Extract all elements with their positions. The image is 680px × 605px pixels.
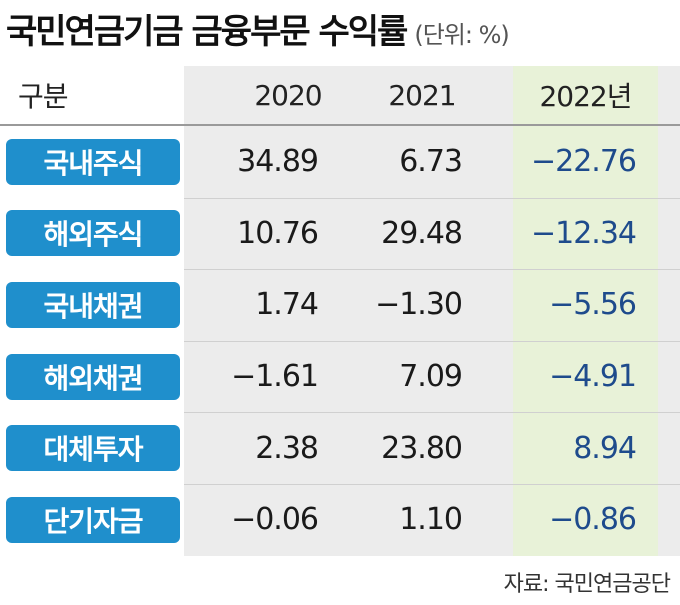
row-label: 국내주식 <box>6 138 180 185</box>
value-cell: 6.73 <box>399 144 463 180</box>
row-divider <box>184 269 680 271</box>
header-2020: 2020 <box>254 78 322 112</box>
value-cell: 1.74 <box>255 287 319 323</box>
source-note: 자료: 국민연금공단 <box>503 572 671 597</box>
title-row: 국민연금기금 금융부문 수익률 (단위: %) <box>6 4 510 54</box>
value-cell: 34.89 <box>237 144 319 180</box>
value-cell: −1.61 <box>231 359 319 395</box>
header-divider <box>0 124 680 126</box>
row-label: 단기자금 <box>6 496 180 543</box>
value-cell: −0.06 <box>231 502 319 538</box>
row-label: 해외주식 <box>6 210 180 257</box>
row-divider <box>184 340 680 342</box>
value-cell: −0.86 <box>549 502 637 538</box>
value-cell: −1.30 <box>375 287 463 323</box>
unit-label: (단위: %) <box>414 21 509 49</box>
value-cell: −22.76 <box>530 144 637 180</box>
value-cell: 1.10 <box>399 502 463 538</box>
row-label: 대체투자 <box>6 425 180 472</box>
value-cell: −12.34 <box>530 215 637 251</box>
value-cell: 8.94 <box>573 430 637 466</box>
row-label: 해외채권 <box>6 353 180 400</box>
value-cell: 7.09 <box>399 359 463 395</box>
value-cell: 10.76 <box>237 215 319 251</box>
header-2022: 2022년 <box>539 80 632 113</box>
value-cell: −5.56 <box>549 287 637 323</box>
value-cell: 2.38 <box>255 430 319 466</box>
header-2021: 2021 <box>388 78 456 112</box>
row-divider <box>184 484 680 485</box>
row-divider <box>184 197 680 199</box>
row-divider <box>184 412 680 414</box>
header-category: 구분 <box>18 80 69 113</box>
value-cell: 29.48 <box>381 215 463 251</box>
highlight-column-2022 <box>513 66 658 556</box>
row-label: 국내채권 <box>6 282 180 328</box>
chart-title: 국민연금기금 금융부문 수익률 <box>6 12 408 52</box>
returns-table: 구분 2020 2021 2022년 국내주식 34.89 6.73 −22.76 해외… <box>0 66 680 556</box>
value-cell: 23.80 <box>381 430 463 466</box>
value-cell: −4.91 <box>549 359 637 395</box>
